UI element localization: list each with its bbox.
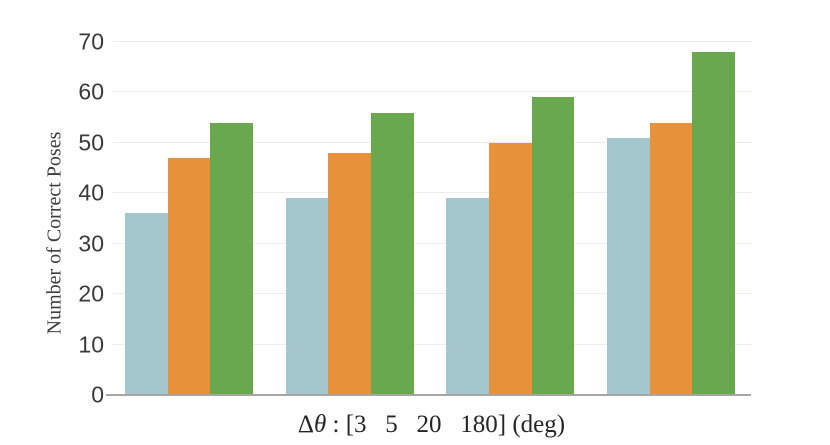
y-tick-label-60: 60 — [78, 78, 104, 105]
bar-group-dtheta-20 — [446, 42, 575, 395]
x-axis-label: Δθ : [3 5 20 180] (deg) — [112, 411, 751, 439]
bar-green-dtheta-180 — [692, 52, 735, 395]
gridline-y-40 — [113, 192, 752, 194]
bar-group-dtheta-180 — [606, 42, 735, 395]
plot-area — [106, 41, 752, 396]
bar-light-blue-dtheta-180 — [606, 137, 650, 395]
bar-light-blue-dtheta-3 — [125, 213, 168, 395]
y-tick-label-20: 20 — [78, 280, 104, 307]
gridline-y-30 — [113, 242, 752, 244]
bar-green-dtheta-3 — [210, 122, 254, 395]
gridline-y-60 — [113, 91, 752, 93]
y-tick-labels: 0 10 20 30 40 50 60 70 — [0, 30, 104, 406]
bar-group-dtheta-5 — [285, 42, 414, 395]
gridline-y-50 — [113, 141, 752, 143]
bar-group-dtheta-3 — [125, 42, 254, 395]
bar-orange-dtheta-3 — [167, 158, 211, 395]
gridline-y-20 — [113, 293, 752, 295]
delta-symbol: Δ — [297, 411, 314, 438]
bar-light-blue-dtheta-20 — [446, 198, 489, 395]
bar-orange-dtheta-180 — [649, 122, 693, 395]
x-axis-line — [106, 394, 751, 396]
y-tick-label-70: 70 — [78, 28, 104, 55]
gridline-y-70 — [113, 41, 752, 42]
bar-green-dtheta-20 — [531, 97, 575, 395]
x-axis-label-text: : [3 5 20 180] (deg) — [326, 411, 566, 438]
y-tick-label-0: 0 — [91, 381, 104, 408]
y-tick-label-30: 30 — [78, 230, 104, 257]
y-tick-label-40: 40 — [78, 179, 104, 206]
bar-orange-dtheta-20 — [488, 142, 532, 395]
theta-symbol: θ — [313, 411, 327, 438]
y-tick-label-50: 50 — [78, 129, 104, 156]
bar-light-blue-dtheta-5 — [285, 198, 329, 395]
bar-groups — [112, 42, 751, 395]
gridline-y-10 — [113, 343, 752, 345]
y-tick-label-10: 10 — [78, 331, 104, 358]
bar-orange-dtheta-5 — [328, 152, 371, 395]
bar-green-dtheta-5 — [371, 112, 414, 395]
